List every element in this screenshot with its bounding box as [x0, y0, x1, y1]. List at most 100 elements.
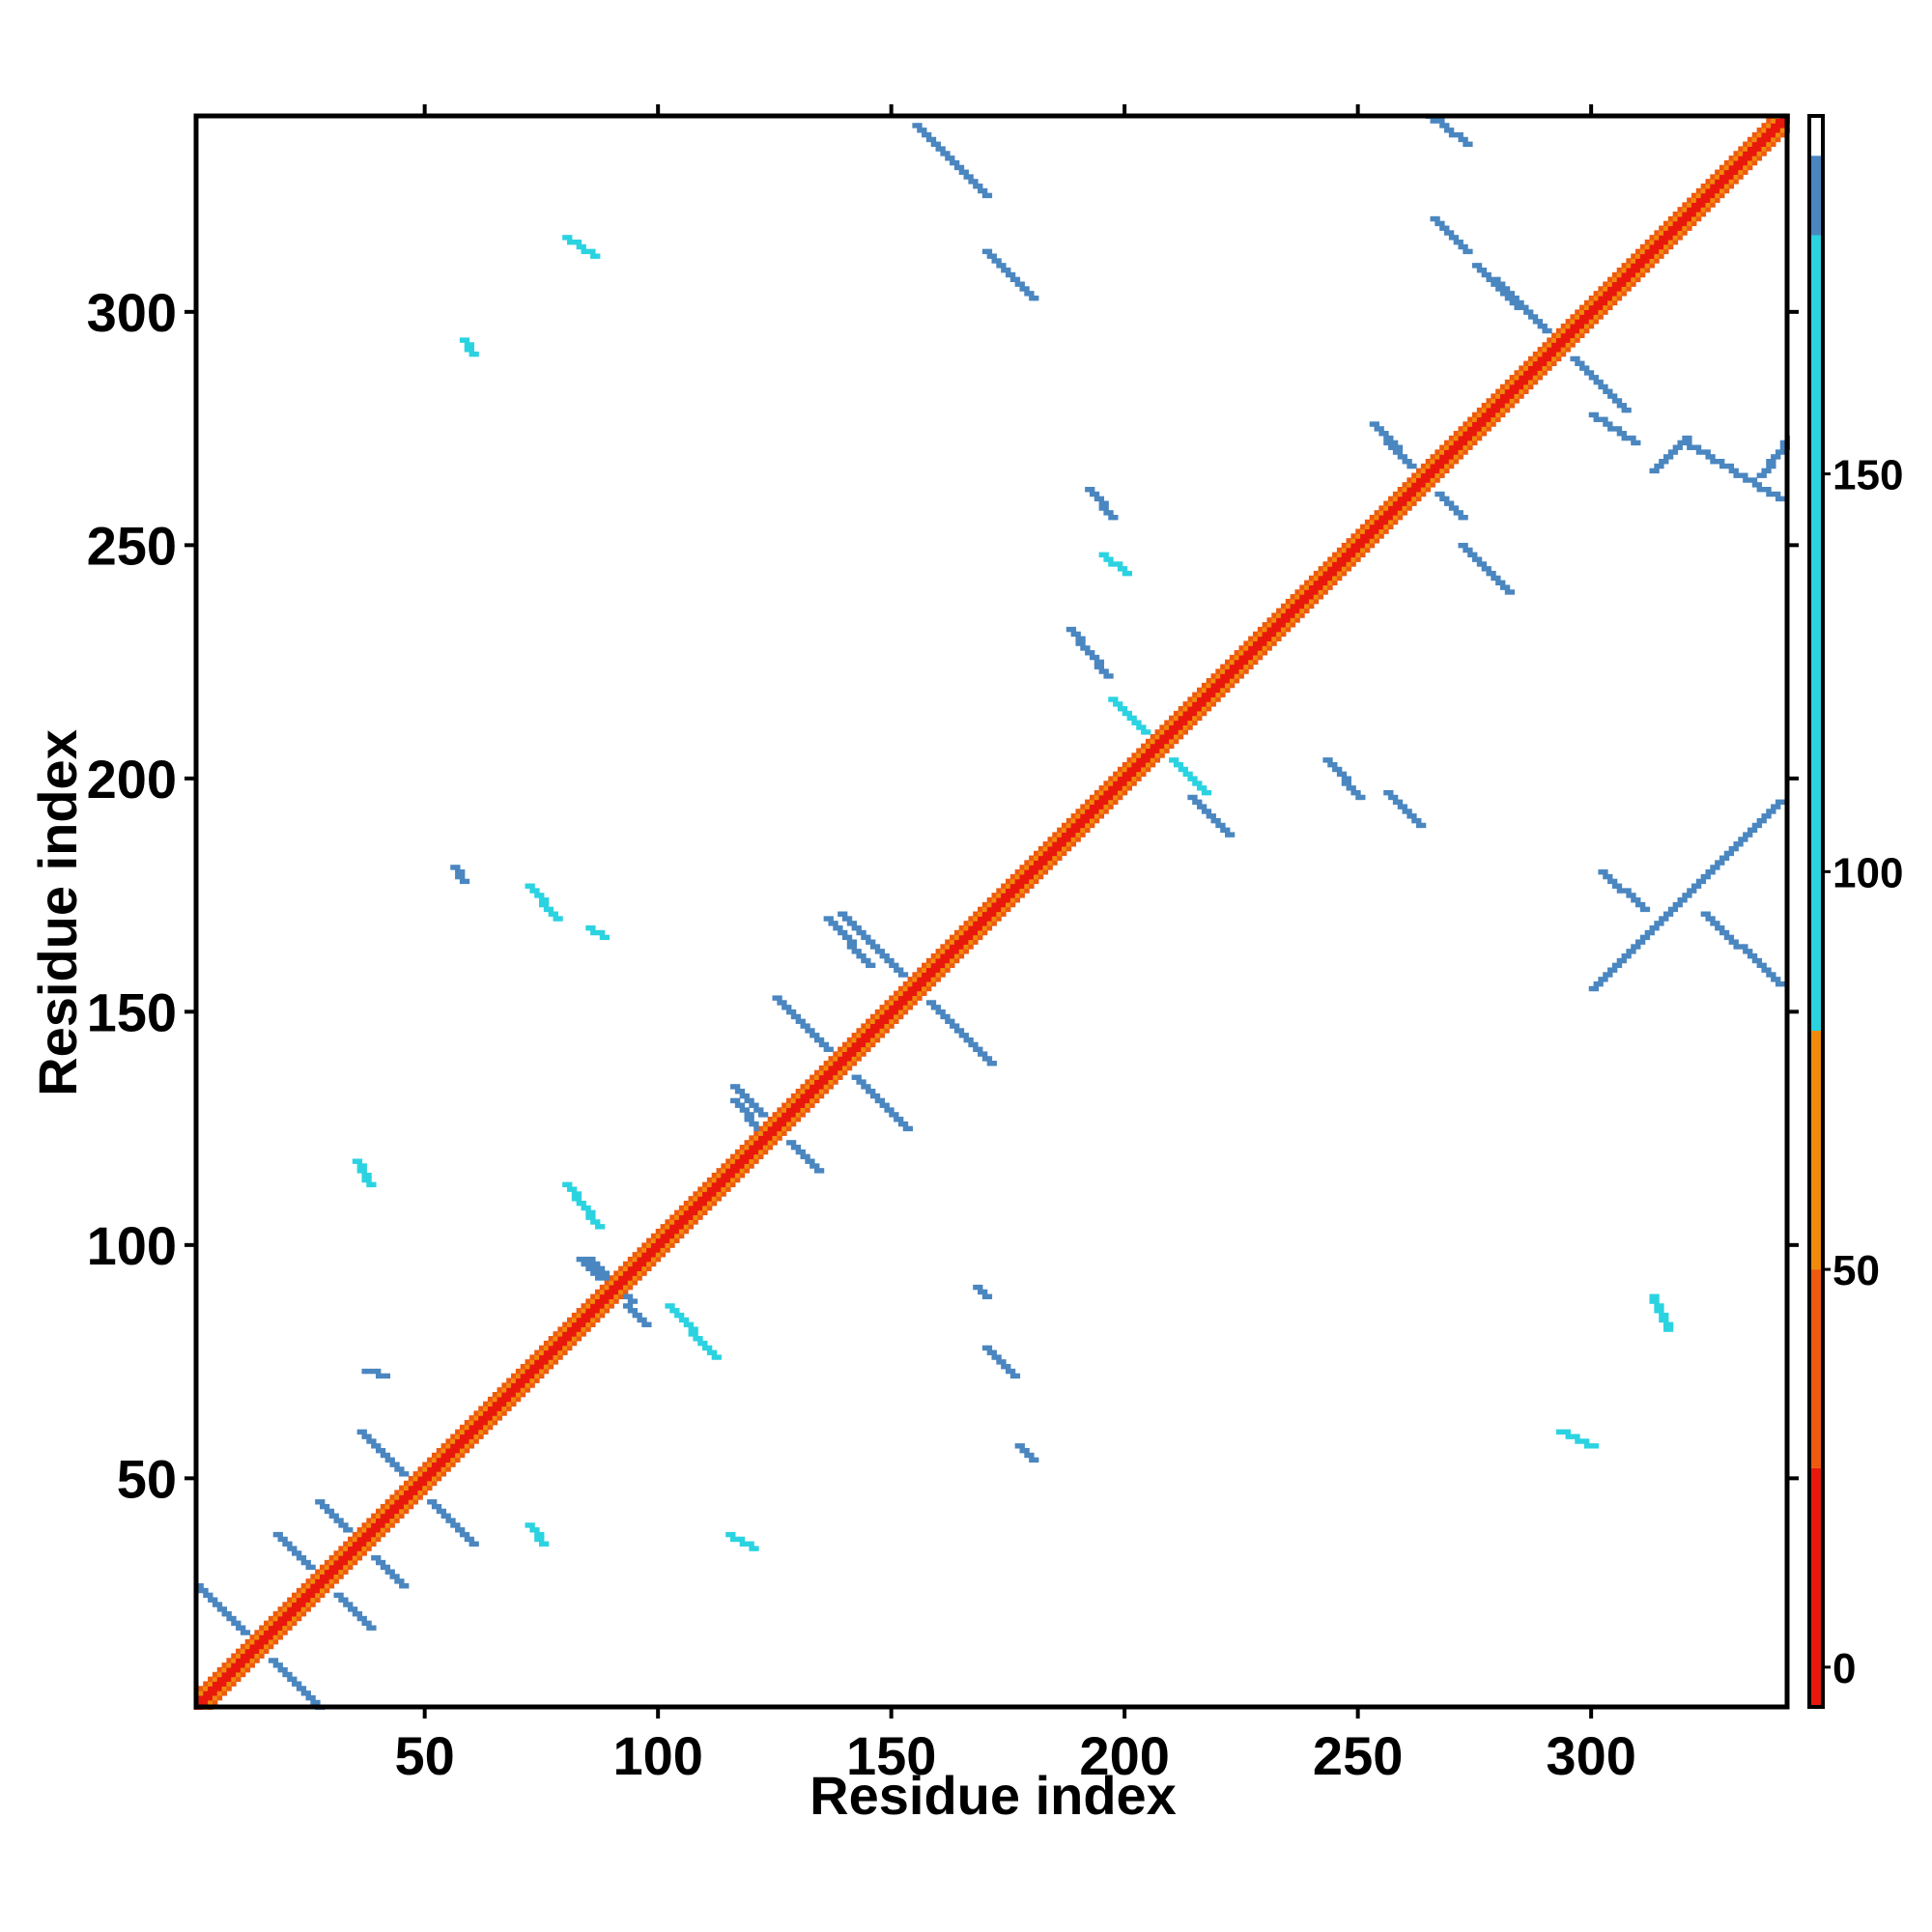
- heatmap-cell: [739, 1107, 746, 1113]
- heatmap-cell: [389, 1494, 395, 1500]
- heatmap-cell: [1747, 949, 1753, 954]
- heatmap-cell: [487, 1410, 494, 1416]
- heatmap-cell: [790, 1102, 797, 1108]
- heatmap-cell: [1136, 761, 1142, 768]
- heatmap-cell: [333, 1550, 339, 1556]
- heatmap-cell: [1006, 893, 1011, 898]
- heatmap-cell: [1779, 444, 1786, 450]
- heatmap-cell: [1061, 841, 1067, 847]
- heatmap-cell: [758, 1107, 764, 1113]
- heatmap-cell: [1672, 230, 1679, 236]
- heatmap-cell: [1164, 733, 1170, 740]
- heatmap-cell: [292, 1592, 298, 1599]
- heatmap-cell: [1122, 566, 1128, 572]
- heatmap-cell: [1471, 426, 1478, 432]
- heatmap-cell: [1402, 496, 1407, 502]
- heatmap-cell: [1695, 202, 1702, 208]
- y-axis-title: Residue index: [27, 729, 88, 1096]
- heatmap-cell: [208, 1690, 213, 1696]
- heatmap-cell: [1756, 141, 1763, 147]
- heatmap-cell: [338, 1597, 344, 1603]
- heatmap-cell: [894, 1112, 899, 1118]
- heatmap-cell: [1495, 276, 1501, 283]
- heatmap-cell: [240, 1671, 246, 1678]
- heatmap-cell: [380, 1447, 386, 1454]
- heatmap-cell: [240, 1643, 246, 1650]
- heatmap-cell: [869, 1023, 876, 1029]
- heatmap-cell: [399, 1578, 405, 1584]
- heatmap-cell: [856, 949, 862, 954]
- heatmap-cell: [1458, 514, 1463, 521]
- heatmap-cell: [590, 1308, 596, 1314]
- heatmap-cell: [805, 1107, 810, 1113]
- heatmap-cell: [1766, 123, 1772, 128]
- heatmap-cell: [356, 1536, 363, 1543]
- heatmap-cell: [310, 1583, 316, 1589]
- heatmap-cell: [879, 1005, 886, 1010]
- heatmap-cell: [711, 1196, 718, 1202]
- heatmap-cell: [539, 1354, 545, 1360]
- heatmap-cell: [772, 1130, 778, 1136]
- heatmap-cell: [963, 169, 969, 175]
- heatmap-cell: [1504, 295, 1511, 301]
- heatmap-cell: [455, 1452, 461, 1459]
- heatmap-cell: [1411, 496, 1417, 502]
- heatmap-cell: [534, 1368, 540, 1375]
- heatmap-cell: [1355, 552, 1361, 558]
- heatmap-cell: [828, 1061, 834, 1066]
- heatmap-cell: [216, 1681, 223, 1687]
- heatmap-cell: [1603, 286, 1608, 292]
- heatmap-cell: [1649, 925, 1655, 931]
- heatmap-cell: [581, 1317, 586, 1323]
- heatmap-cell: [212, 1690, 218, 1696]
- heatmap-cell: [380, 1503, 386, 1510]
- heatmap-cell: [389, 1499, 395, 1505]
- heatmap-cell: [1635, 253, 1641, 259]
- heatmap-cell: [1141, 761, 1147, 768]
- heatmap-cell: [440, 1513, 446, 1519]
- heatmap-cell: [693, 1214, 698, 1220]
- heatmap-cell: [1687, 225, 1692, 231]
- heatmap-cell: [758, 1112, 764, 1118]
- heatmap-cell: [277, 1666, 283, 1673]
- heatmap-cell: [810, 1158, 815, 1164]
- heatmap-cell: [753, 1102, 759, 1108]
- heatmap-cell: [590, 1219, 596, 1225]
- heatmap-cell: [785, 1102, 792, 1108]
- heatmap-cell: [711, 1350, 718, 1355]
- heatmap-cell: [328, 1555, 335, 1561]
- heatmap-cell: [553, 1336, 558, 1342]
- heatmap-cell: [683, 1317, 690, 1323]
- heatmap-cell: [300, 1592, 307, 1599]
- heatmap-cell: [1322, 584, 1328, 590]
- heatmap-cell: [1593, 412, 1599, 418]
- heatmap-cell: [1238, 645, 1244, 651]
- heatmap-cell: [1467, 431, 1473, 437]
- heatmap-cell: [1042, 841, 1049, 847]
- heatmap-cell: [371, 1527, 377, 1533]
- heatmap-cell: [287, 1625, 293, 1631]
- heatmap-cell: [1029, 873, 1035, 880]
- heatmap-cell: [571, 1186, 578, 1192]
- heatmap-cell: [1192, 781, 1198, 786]
- heatmap-cell: [1406, 496, 1412, 502]
- heatmap-cell: [613, 1298, 619, 1304]
- heatmap-cell: [1504, 584, 1511, 590]
- heatmap-cell: [226, 1681, 232, 1687]
- heatmap-cell: [818, 1168, 825, 1174]
- heatmap-cell: [1294, 598, 1300, 605]
- heatmap-cell: [1262, 645, 1268, 651]
- heatmap-cell: [1416, 817, 1422, 824]
- heatmap-cell: [1766, 809, 1772, 814]
- heatmap-cell: [637, 1261, 642, 1267]
- heatmap-cell: [599, 1275, 606, 1281]
- heatmap-cell: [1509, 393, 1516, 399]
- heatmap-cell: [1514, 375, 1520, 381]
- heatmap-cell: [856, 1051, 862, 1057]
- heatmap-cell: [1094, 799, 1100, 806]
- heatmap-cell: [515, 1368, 522, 1375]
- heatmap-cell: [785, 1112, 792, 1118]
- heatmap-cell: [660, 1224, 666, 1230]
- heatmap-cell: [1695, 449, 1702, 455]
- heatmap-cell: [1583, 309, 1590, 315]
